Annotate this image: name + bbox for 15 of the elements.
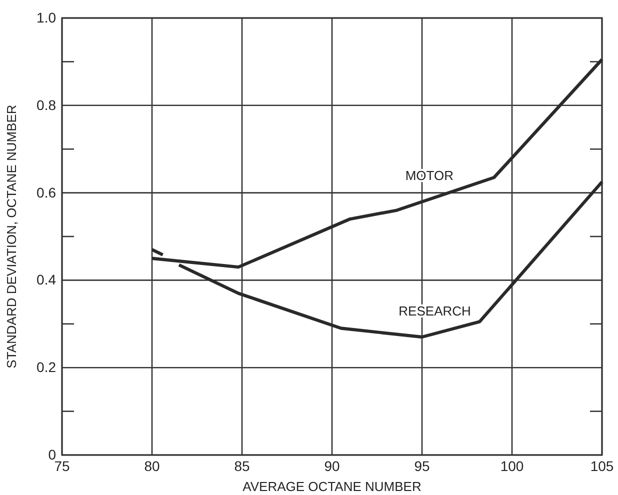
x-tick-label: 85 (234, 458, 250, 474)
x-tick-label: 75 (54, 458, 70, 474)
y-tick-label: 0.6 (36, 184, 56, 200)
y-tick-label: 0.4 (36, 272, 56, 288)
y-axis-title: STANDARD DEVIATION, OCTANE NUMBER (4, 104, 19, 368)
y-tick-label: 0.8 (36, 96, 56, 113)
x-tick-label: 80 (144, 458, 160, 474)
y-tick-label: 1.0 (36, 9, 56, 26)
x-axis-title: AVERAGE OCTANE NUMBER (242, 479, 422, 494)
x-tick-label: 90 (324, 458, 340, 474)
x-tick-label: 105 (590, 458, 614, 474)
y-tick-label: 0.2 (36, 359, 56, 376)
y-tick-label: 0 (48, 446, 56, 462)
x-tick-label: 100 (500, 458, 524, 474)
x-tick-label: 95 (414, 458, 430, 474)
